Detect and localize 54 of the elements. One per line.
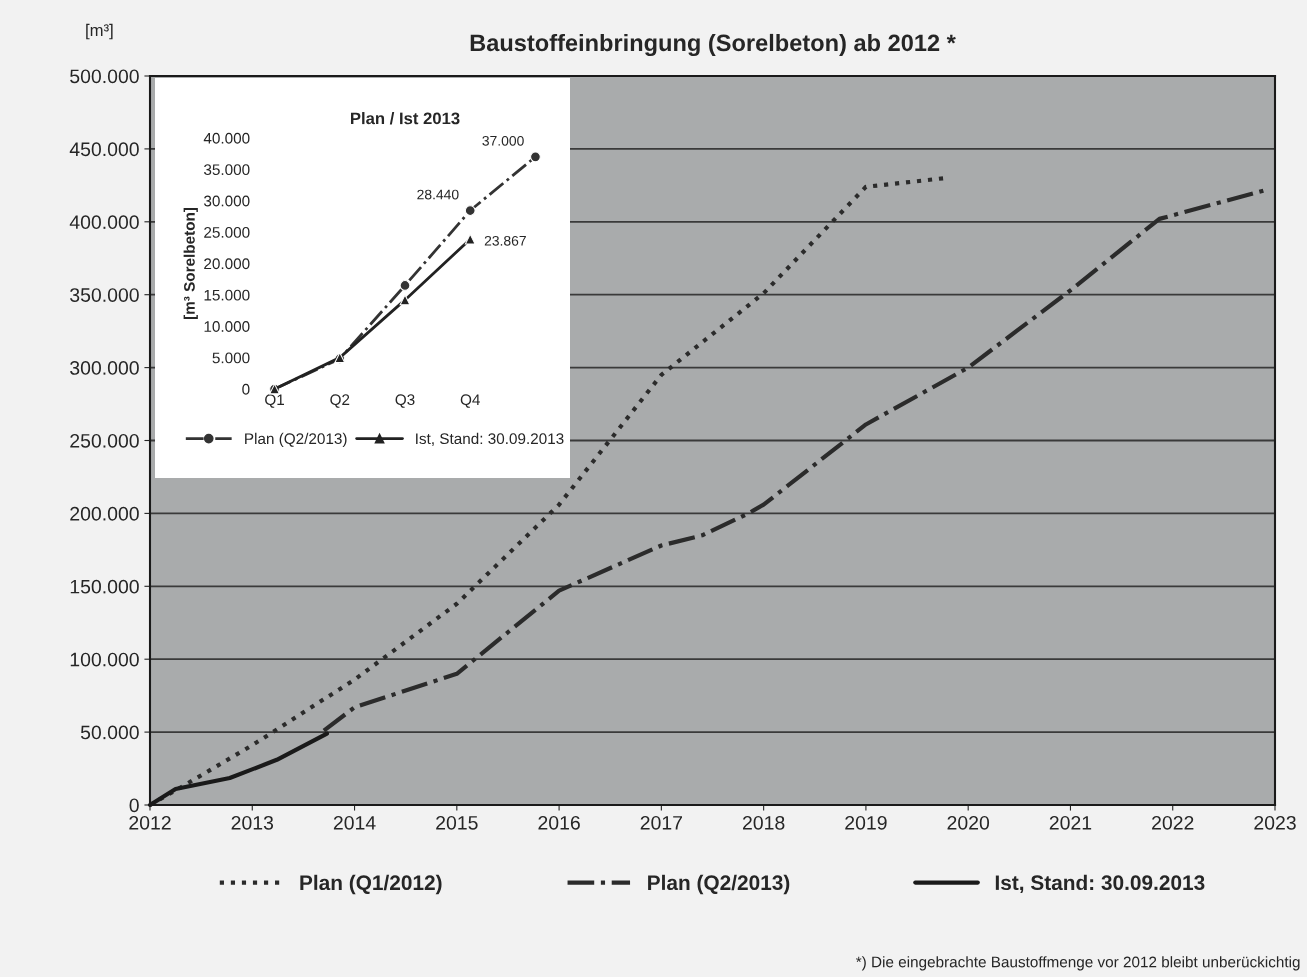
point: [464, 233, 476, 245]
x-tick-label: 2020: [947, 815, 990, 830]
point: [530, 151, 541, 163]
data-label: 28.440: [417, 189, 459, 200]
x-tick-label: 2021: [1049, 815, 1092, 830]
y-tick-label: 25.000: [204, 226, 250, 238]
legend-label: Ist, Stand: 30.09.2013: [416, 432, 564, 446]
x-tick-label: 2019: [845, 815, 887, 830]
y-tick-label: 40.000: [203, 132, 250, 144]
y-tick-label: 200.000: [70, 506, 139, 521]
x-tick-label: 2016: [538, 815, 580, 830]
y-tick-label: 450.000: [69, 142, 139, 157]
data-label: 23.867: [484, 235, 526, 246]
x-tick-label: Q2: [330, 394, 350, 408]
y-tick-label: 5.000: [212, 352, 250, 364]
point: [464, 205, 476, 216]
x-tick-label: 2017: [640, 815, 683, 830]
y-tick-label: 50.000: [80, 725, 139, 740]
y-tick-label: 100.000: [70, 652, 139, 667]
legend-label: Plan (Q1/2012): [300, 874, 442, 895]
chart-title: Plan / Ist 2013: [351, 112, 460, 125]
y-axis-title: [m³]: [86, 23, 113, 40]
data-label: 37.000: [482, 135, 524, 146]
x-tick-label: Q3: [395, 394, 415, 408]
y-tick-label: 350.000: [70, 288, 139, 302]
y-tick-label: 500.000: [70, 69, 139, 84]
x-tick-label: 2013: [231, 815, 274, 830]
x-tick-label: 2023: [1254, 815, 1296, 830]
legend-label: Ist, Stand: 30.09.2013: [995, 874, 1205, 894]
y-tick-label: 15.000: [204, 289, 250, 301]
y-tick-label: 250.000: [70, 433, 139, 448]
x-tick-label: Q4: [460, 394, 480, 408]
y-tick-label: 30.000: [204, 195, 250, 207]
y-tick-label: 10.000: [204, 321, 250, 332]
chart-title: Baustoffeinbringung (Sorelbeton) ab 2012 *: [470, 33, 956, 56]
y-tick-label: 400.000: [69, 215, 139, 230]
y-tick-label: 20.000: [204, 258, 250, 270]
x-tick-label: 2014: [333, 815, 376, 830]
y-tick-label: 300.000: [70, 361, 139, 375]
x-tick-label: 2018: [742, 815, 785, 830]
text: *) Die eingebrachte Baustoffmenge vor 2012 bleibt unberückichtig: [855, 956, 1300, 971]
x-tick-label: 2015: [436, 815, 478, 830]
y-tick-label: 0: [242, 383, 250, 395]
x-tick-label: Q1: [265, 394, 285, 408]
y-tick-label: 150.000: [70, 579, 139, 594]
x-tick-label: 2012: [129, 815, 171, 830]
y-axis-title: [m³ Sorelbeton]: [183, 207, 198, 320]
x-tick-label: 2022: [1152, 815, 1194, 830]
point: [399, 294, 411, 306]
y-tick-label: 35.000: [204, 164, 250, 176]
y-tick-label: 0: [129, 798, 139, 813]
legend-label: Plan (Q2/2013): [648, 874, 790, 895]
point: [399, 280, 411, 291]
legend-label: Plan (Q2/2013): [245, 432, 347, 448]
